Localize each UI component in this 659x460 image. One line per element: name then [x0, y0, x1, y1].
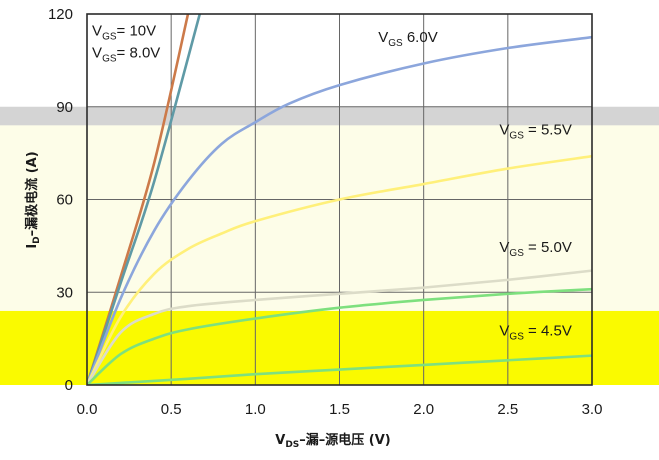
series-line-3: [87, 154, 592, 385]
y-tick-label-4: 120: [48, 6, 73, 23]
series-line-2: [87, 35, 592, 385]
y-tick-label-1: 30: [56, 284, 73, 301]
y-axis-title: ID–漏极电流 (A): [24, 151, 42, 248]
series-line-1: [87, 14, 202, 385]
curve-label-0: VGS= 10V: [92, 23, 156, 43]
plot-frame: [86, 13, 593, 386]
x-tick-label-1: 0.5: [161, 401, 182, 418]
series-line-4: [87, 269, 592, 385]
series-line-5: [87, 287, 592, 385]
x-tick-label-3: 1.5: [329, 401, 350, 418]
curve-label-4: VGS = 5.0V: [499, 239, 571, 259]
series-line-6: [87, 354, 592, 385]
x-tick-label-4: 2.0: [413, 401, 434, 418]
band-1: [0, 112, 659, 311]
x-tick-label-5: 2.5: [497, 401, 518, 418]
x-tick-label-2: 1.0: [245, 401, 266, 418]
y-tick-label-0: 0: [65, 377, 73, 394]
curve-label-5: VGS = 4.5V: [499, 323, 571, 343]
x-axis-title: VDS–漏–源电压 (V): [275, 432, 391, 450]
tick-labels: 0.0 0.5 1.0 1.5 2.0 2.5 3.0 0 30 60 90 120: [48, 6, 602, 418]
x-tick-label-0: 0.0: [77, 401, 98, 418]
background-bands: [0, 106, 659, 385]
curve-label-2: VGS 6.0V: [378, 29, 438, 49]
series-lines: [87, 14, 592, 385]
y-tick-label-3: 90: [56, 99, 73, 116]
y-tick-label-2: 60: [56, 192, 73, 209]
curve-label-1: VGS= 8.0V: [92, 44, 160, 64]
curve-label-3: VGS = 5.5V: [499, 122, 571, 142]
x-tick-label-6: 3.0: [582, 401, 603, 418]
